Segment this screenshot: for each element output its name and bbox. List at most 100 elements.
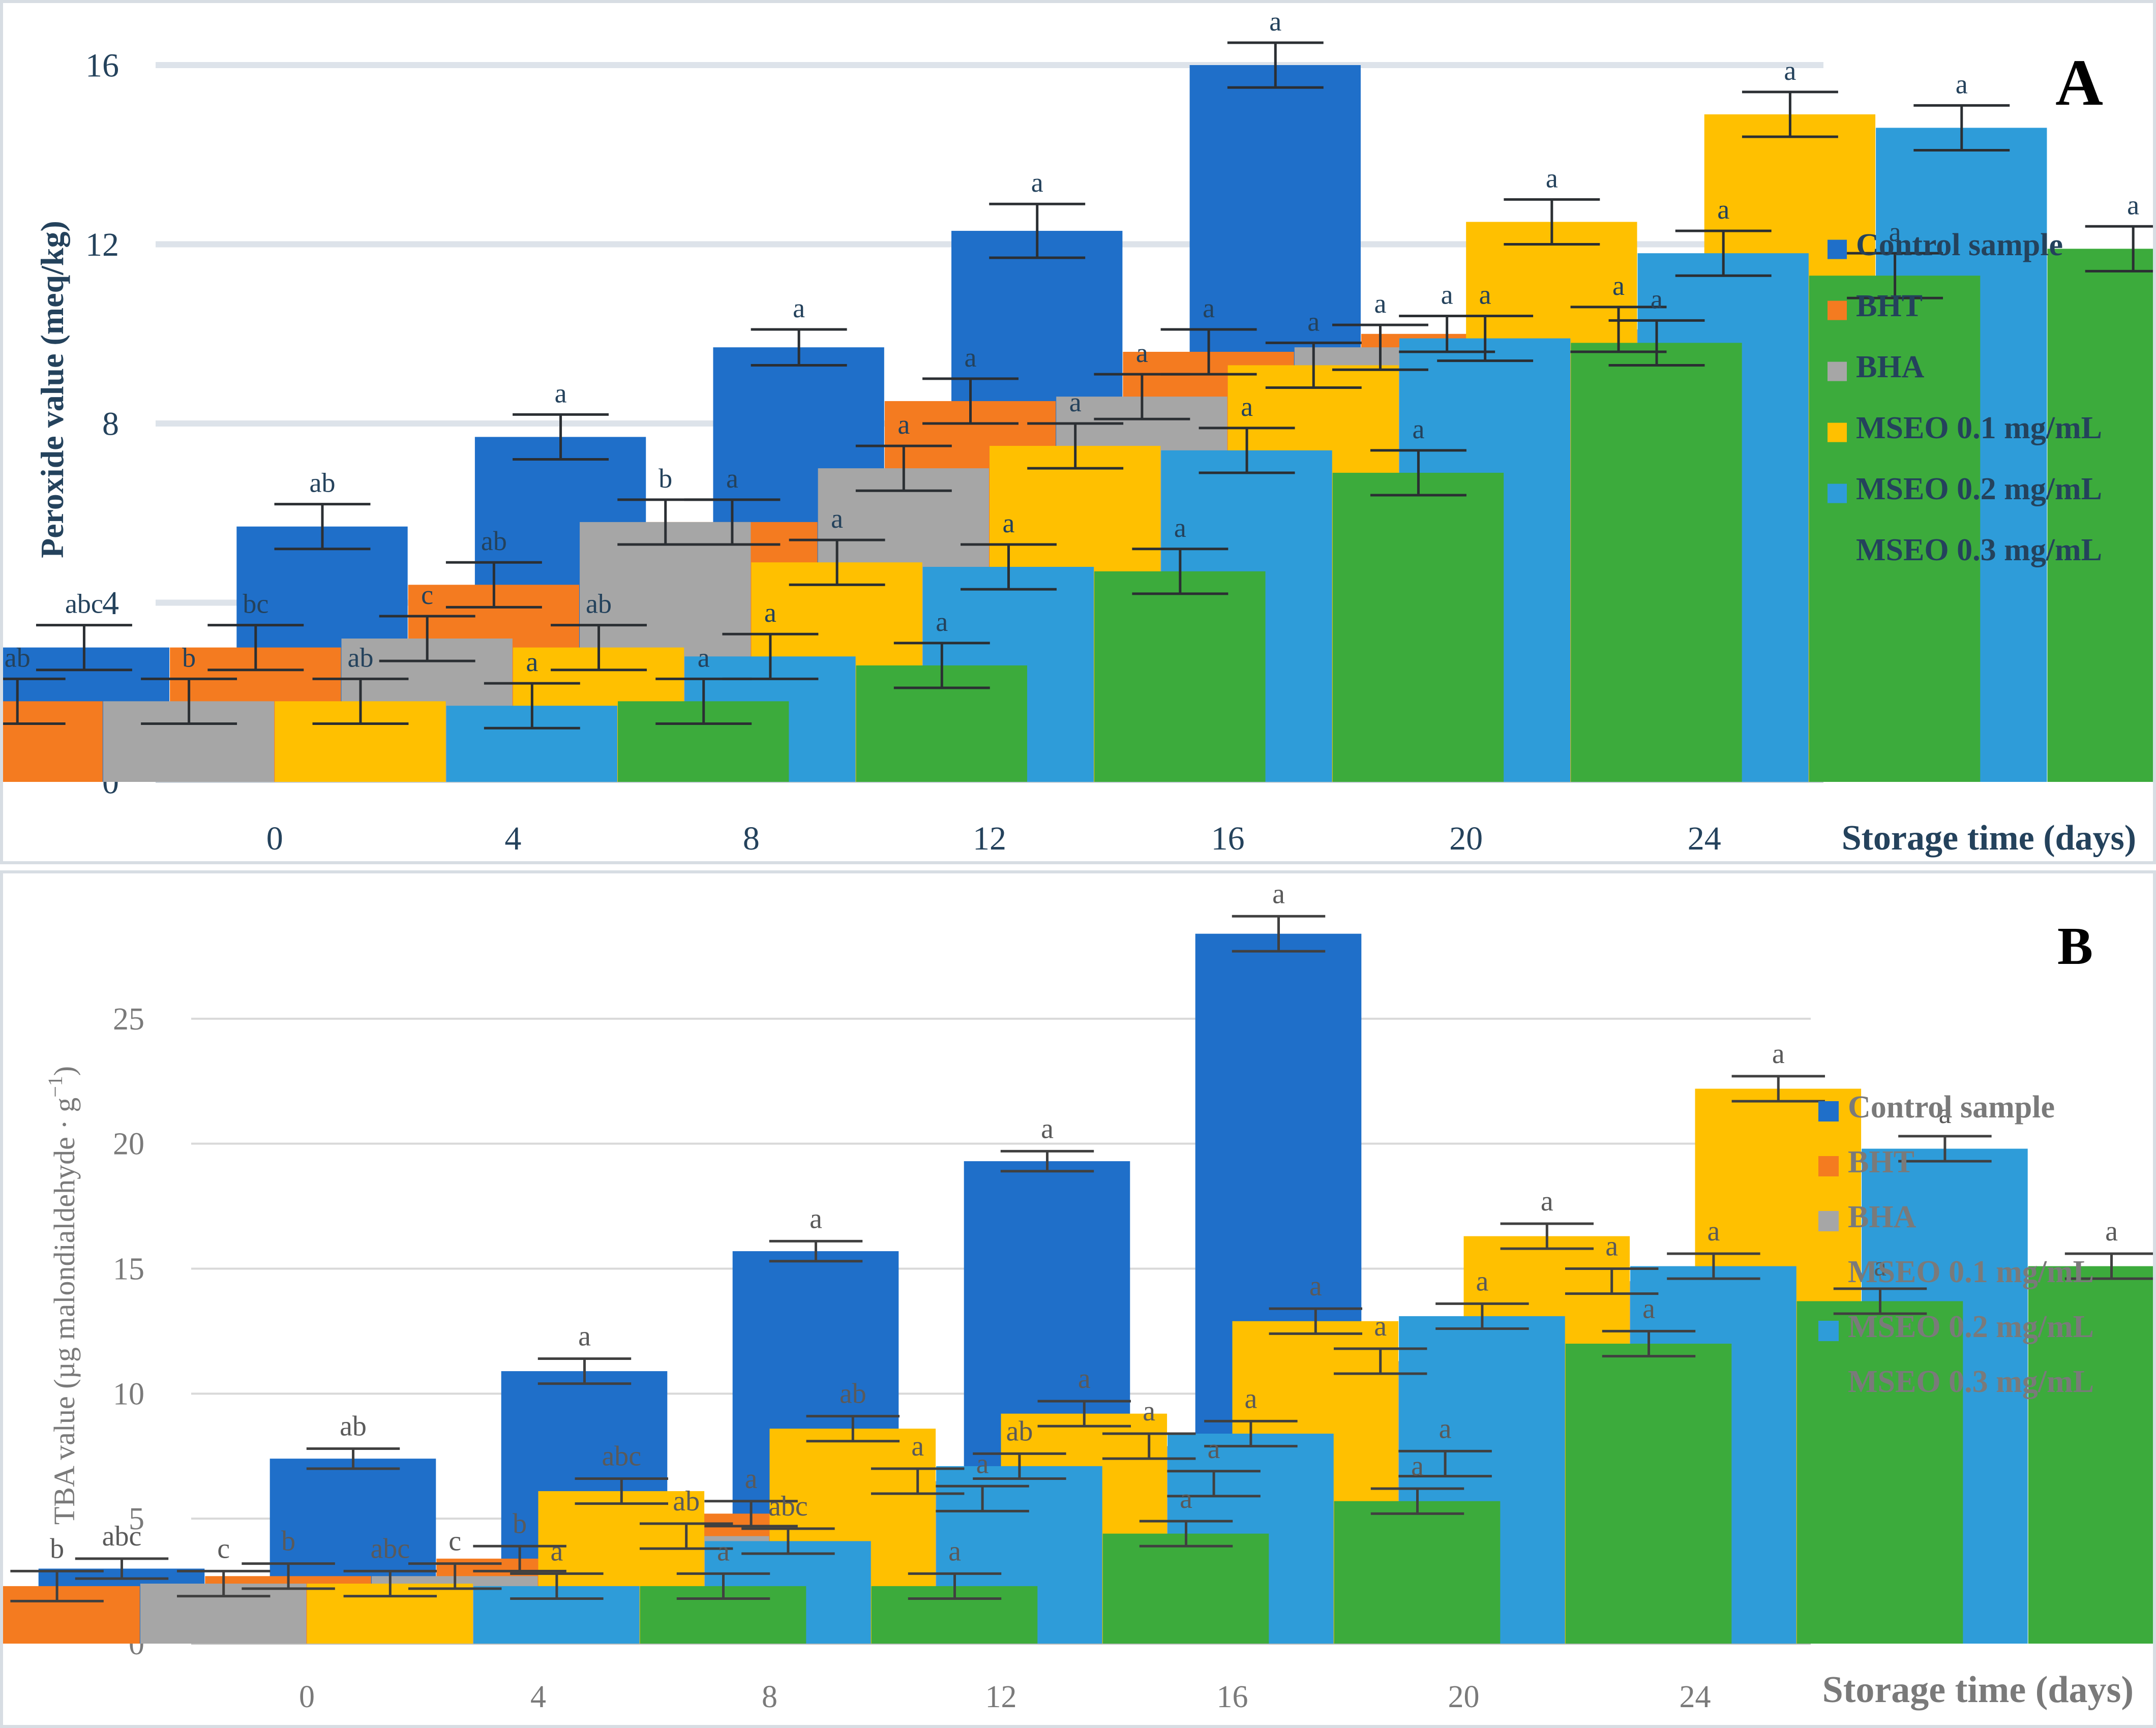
error-bar — [473, 1544, 566, 1572]
error-bar — [922, 377, 1019, 425]
significance-letter: a — [1309, 1270, 1322, 1302]
peroxide-chart-panel: A Peroxide value (meq/kg) Storage time (… — [0, 0, 2156, 864]
error-bar — [242, 1562, 335, 1590]
significance-letter: a — [831, 503, 843, 534]
bar — [2047, 249, 2153, 782]
legend-swatch — [1828, 544, 1847, 564]
chart-a-x-axis-title: Storage time (days) — [1842, 818, 2136, 858]
x-tick-label: 20 — [1449, 820, 1483, 857]
error-bar — [2064, 1252, 2153, 1280]
significance-letter: a — [1717, 194, 1729, 225]
significance-letter: a — [1078, 1363, 1091, 1394]
error-bar — [1232, 915, 1326, 953]
error-bar — [769, 1239, 863, 1263]
significance-letter: a — [810, 1203, 822, 1234]
error-bar — [207, 624, 304, 672]
significance-letter: b — [182, 642, 196, 673]
legend-swatch — [1818, 1376, 1839, 1396]
error-bar — [617, 498, 714, 546]
error-bar — [1675, 229, 1772, 277]
significance-letter: abc — [768, 1491, 808, 1522]
legend-swatch — [1818, 1266, 1839, 1286]
significance-letter: ab — [1006, 1415, 1033, 1447]
error-bar — [1333, 1347, 1427, 1375]
significance-letter: a — [1784, 55, 1796, 86]
significance-letter: a — [526, 647, 538, 677]
significance-letter: a — [911, 1431, 924, 1462]
legend-label: BHT — [1856, 289, 1923, 323]
error-bar — [1913, 104, 2010, 151]
legend-swatch — [1828, 422, 1847, 442]
significance-letter: a — [793, 293, 805, 323]
significance-letter: a — [1439, 1413, 1452, 1444]
significance-letter: a — [2105, 1216, 2118, 1247]
bar — [2028, 1266, 2153, 1644]
significance-letter: c — [421, 580, 433, 610]
significance-letter: b — [513, 1508, 527, 1539]
significance-letter: a — [555, 378, 567, 408]
significance-letter: ab — [310, 468, 336, 498]
error-bar — [936, 1484, 1029, 1512]
error-bar — [751, 328, 847, 367]
x-tick-label: 24 — [1688, 820, 1721, 857]
error-bar — [575, 1477, 669, 1505]
significance-letter: a — [1956, 69, 1968, 99]
legend-label: MSEO 0.3 mg/mL — [1856, 533, 2102, 567]
error-bar — [1027, 422, 1124, 470]
significance-letter: abc — [102, 1521, 142, 1552]
error-bar — [871, 1467, 965, 1495]
significance-letter: a — [936, 607, 948, 637]
x-tick-label: 20 — [1448, 1680, 1480, 1714]
bar — [3, 701, 103, 782]
error-bar — [1898, 1135, 1992, 1163]
significance-letter: ab — [347, 642, 373, 673]
significance-letter: a — [1642, 1293, 1655, 1324]
error-bar — [1265, 341, 1362, 389]
bar — [1334, 1501, 1501, 1644]
chart-b-y-axis-title-main: TBA value (µg malondialdehyde · g — [48, 1098, 81, 1525]
error-bar — [1037, 1400, 1131, 1428]
error-bar — [2085, 225, 2153, 272]
error-bar — [1204, 1419, 1298, 1448]
error-bar — [789, 538, 885, 586]
y-tick-label: 8 — [102, 405, 119, 442]
error-bar — [1227, 41, 1324, 89]
bar — [1571, 343, 1742, 782]
significance-letter: a — [764, 597, 776, 628]
y-tick-label: 4 — [102, 585, 119, 622]
significance-letter: b — [658, 463, 672, 494]
x-tick-label: 8 — [762, 1680, 777, 1714]
significance-letter: a — [1476, 1265, 1488, 1297]
legend-label: MSEO 0.1 mg/mL — [1856, 411, 2102, 445]
significance-letter: a — [745, 1463, 758, 1495]
legend-label: BHA — [1856, 350, 1925, 384]
significance-letter: a — [1546, 163, 1558, 193]
significance-letter: a — [1031, 167, 1043, 198]
significance-letter: ab — [586, 589, 612, 619]
bar — [1332, 472, 1504, 782]
legend-label: Control sample — [1856, 228, 2063, 262]
x-tick-label: 16 — [1211, 820, 1245, 857]
significance-letter: a — [965, 342, 977, 373]
legend-swatch — [1828, 361, 1847, 381]
error-bar — [855, 444, 952, 492]
y-tick-label: 20 — [113, 1127, 144, 1162]
significance-letter: ab — [340, 1411, 367, 1442]
x-tick-label: 12 — [973, 820, 1006, 857]
error-bar — [1000, 1149, 1094, 1173]
error-bar — [973, 1452, 1066, 1480]
legend-swatch — [1818, 1321, 1839, 1341]
error-bar — [1199, 427, 1295, 474]
chart-a-panel-label: A — [2055, 46, 2103, 119]
significance-letter: c — [217, 1533, 230, 1564]
error-bar — [1132, 548, 1229, 595]
significance-letter: a — [1479, 280, 1491, 310]
chart-b-y-axis-title-close: ) — [48, 1066, 81, 1076]
significance-letter: a — [1938, 1098, 1951, 1130]
significance-letter: a — [1069, 387, 1082, 417]
error-bar — [908, 1572, 1002, 1600]
error-bar — [1332, 323, 1428, 371]
significance-letter: a — [1874, 1251, 1887, 1282]
significance-letter: a — [550, 1535, 563, 1567]
significance-letter: a — [1180, 1483, 1192, 1514]
